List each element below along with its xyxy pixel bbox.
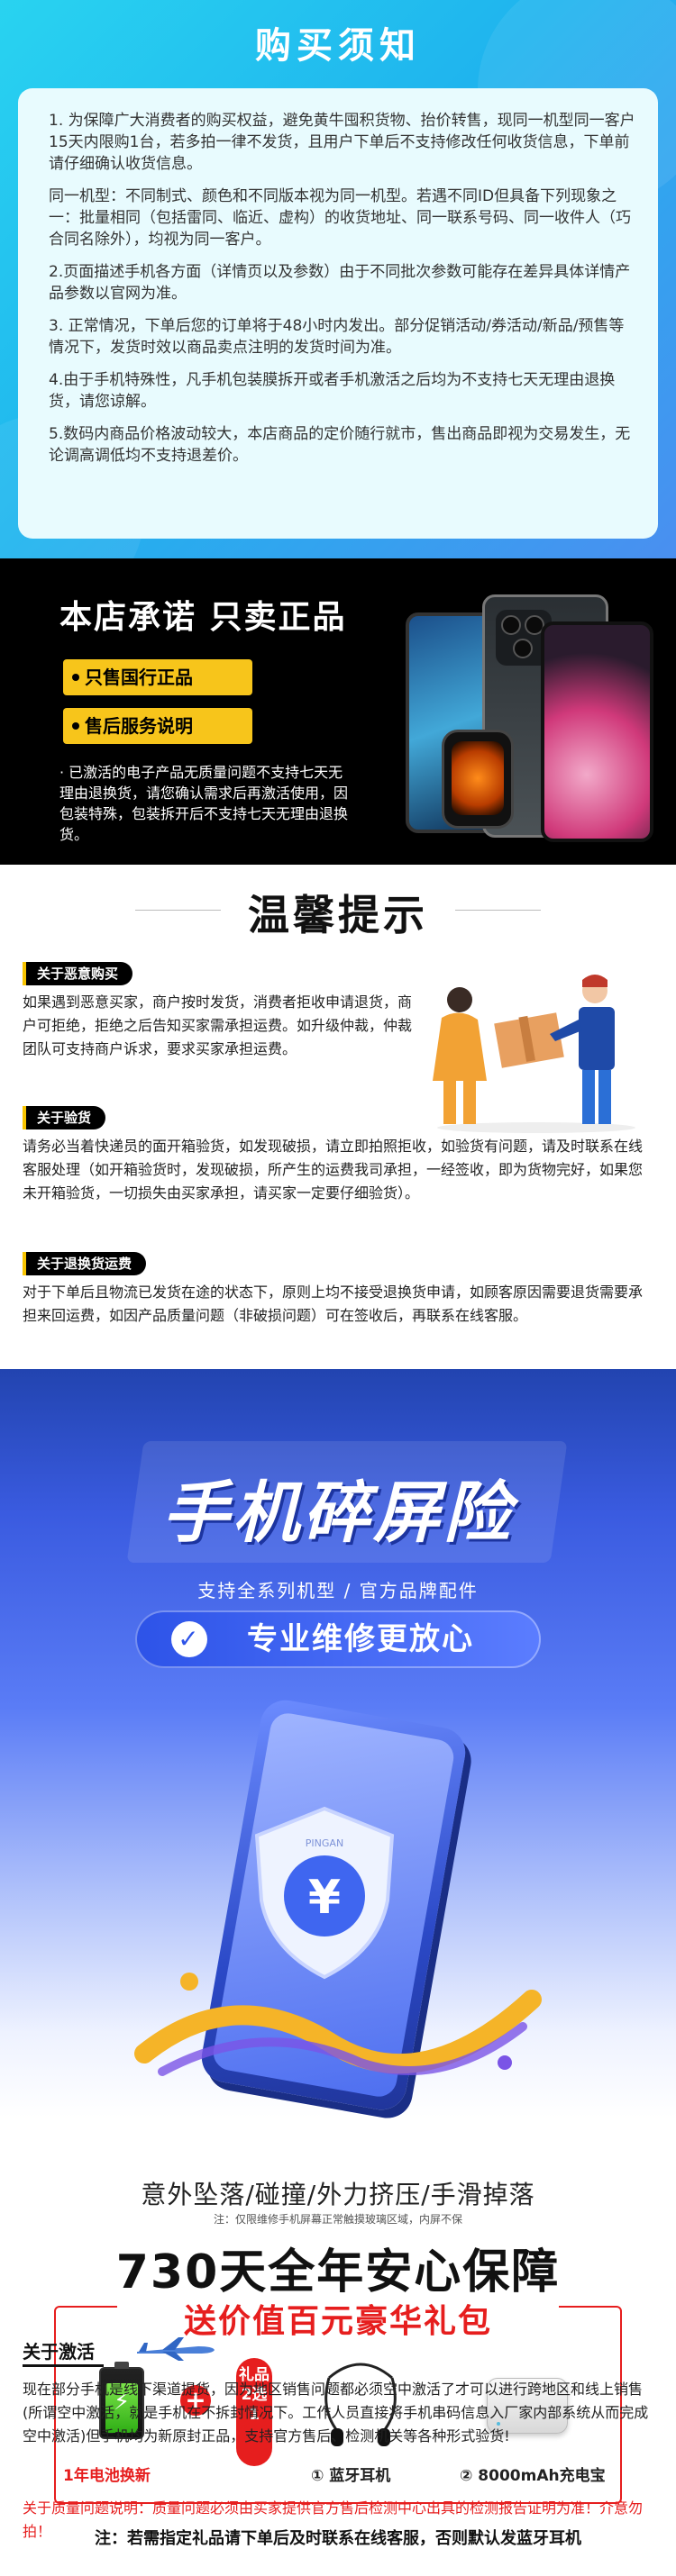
tag-malicious-purchase: 关于恶意购买: [23, 962, 133, 985]
activation-title: 关于激活: [23, 2337, 104, 2367]
ribbon-decoration: [134, 1973, 542, 2076]
badge-after-sales: 售后服务说明: [63, 708, 252, 744]
airplane-icon: [137, 2337, 215, 2361]
tips-section: 温馨提示 关于恶意购买 如果遇到恶意买家，商户按时发货，消费者拒收申请退货，商户…: [0, 865, 676, 1369]
notice-item: 1. 为保障广大消费者的购买权益，避免黄牛囤积货物、抬价转售，现同一机型同一客户…: [49, 112, 635, 173]
notice-item: 2.页面描述手机各方面（详情页以及参数）由于不同批次参数可能存在差异具体详情产品…: [49, 263, 631, 303]
insurance-headline: 730天全年安心保障: [115, 2245, 561, 2299]
divider: [135, 910, 221, 911]
notice-item: 3. 正常情况，下单后您的订单将于48小时内发出。部分促销活动/券活动/新品/预…: [49, 317, 625, 357]
gift-note: 注：若需指定礼品请下单后及时联系在线客服，否则默认发蓝牙耳机: [95, 2529, 581, 2548]
tag-return-shipping: 关于退换货运费: [23, 1252, 147, 1275]
yuan-symbol: ¥: [308, 1871, 341, 1925]
quality-warning: 关于质量问题说明：质量问题必须由买家提供官方售后检测中心出具的检测报告证明为准！…: [23, 2499, 644, 2540]
store-promise-note: · 已激活的电子产品无质量问题不支持七天无理由退换货，请您确认需求后再激活使用，…: [59, 764, 349, 843]
notice-item: 5.数码内商品价格波动较大，本店商品的定价随行就市，售出商品即视为交易发生，无论…: [49, 425, 631, 465]
store-promise-title: 本店承诺 只卖正品: [59, 599, 347, 636]
shield-icon: ¥ PINGAN: [254, 1806, 395, 1980]
activation-text: 现在部分手机是线下渠道提货，因为地区销售问题都必须空中激活了才可以进行跨地区和线…: [23, 2381, 649, 2444]
purchase-notice-title: 购买须知: [255, 25, 421, 67]
tag-inspection: 关于验货: [23, 1106, 106, 1129]
plus-icon: +: [180, 2385, 211, 2416]
notice-item: 4.由于手机特殊性，凡手机包装膜拆开或者手机激活之后均为不支持七天无理由退换货，…: [49, 371, 616, 411]
earphone-icon: [324, 2363, 397, 2446]
tip-text: 如果遇到恶意买家，商户按时发货，消费者拒收申请退货，商户可拒绝，拒绝之后告知买家…: [23, 993, 413, 1057]
delivery-illustration: [433, 975, 635, 1133]
gift-choose-badge: 礼品2选1: [236, 2358, 272, 2466]
insurance-title: 手机碎屏险: [162, 1474, 514, 1552]
purchase-notice-card: 1. 为保障广大消费者的购买权益，避免黄牛囤积货物、抬价转售，现同一机型同一客户…: [18, 88, 658, 539]
purchase-notice-section: 购买须知 1. 为保障广大消费者的购买权益，避免黄牛囤积货物、抬价转售，现同一机…: [0, 0, 676, 558]
gift-title: 送价值百元豪华礼包: [117, 2295, 559, 2349]
powerbank-icon: [487, 2378, 568, 2434]
tip-text: 对于下单后且物流已发货在途的状态下，原则上均不接受退换货申请，如顾客原因需要退货…: [23, 1283, 644, 1324]
battery-icon: ⚡: [99, 2362, 144, 2439]
smartwatch-image: [442, 730, 514, 829]
insurance-pill: ✓ 专业维修更放心: [135, 1610, 541, 1668]
tips-title: 温馨提示: [248, 891, 428, 939]
check-icon: ✓: [171, 1621, 207, 1657]
tip-text: 请务必当着快递员的面开箱验货，如发现破损，请立即拍照拒收，如验货有问题，请及时联…: [23, 1138, 644, 1202]
shield-brand: PINGAN: [306, 1837, 343, 1849]
insurance-subtitle: 支持全系列机型 / 官方品牌配件: [197, 1580, 479, 1601]
phone-image: [541, 621, 653, 842]
screen-insurance-section: 手机碎屏险 支持全系列机型 / 官方品牌配件 ✓ 专业维修更放心 ¥ PINGA…: [0, 1369, 676, 2576]
divider: [455, 910, 541, 911]
coverage-text: 意外坠落/碰撞/外力挤压/手滑掉落: [141, 2180, 535, 2209]
store-promise-section: 本店承诺 只卖正品 只售国行正品 售后服务说明 · 已激活的电子产品无质量问题不…: [0, 558, 676, 865]
badge-genuine: 只售国行正品: [63, 659, 252, 695]
coverage-note: 注：仅限维修手机屏幕正常触摸玻璃区域，内屏不保: [213, 2213, 462, 2226]
gift-option-2: ② 8000mAh充电宝: [460, 2467, 606, 2485]
pill-label: 专业维修更放心: [247, 1621, 474, 1657]
gift-option-1: ① 蓝牙耳机: [311, 2467, 391, 2485]
notice-item: 同一机型：不同制式、颜色和不同版本视为同一机型。若遇不同ID但具备下列现象之一：…: [49, 187, 631, 249]
gift-battery-label: 1年电池换新: [63, 2467, 151, 2485]
